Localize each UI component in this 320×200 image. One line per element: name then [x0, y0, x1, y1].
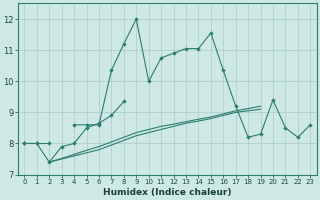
- X-axis label: Humidex (Indice chaleur): Humidex (Indice chaleur): [103, 188, 232, 197]
